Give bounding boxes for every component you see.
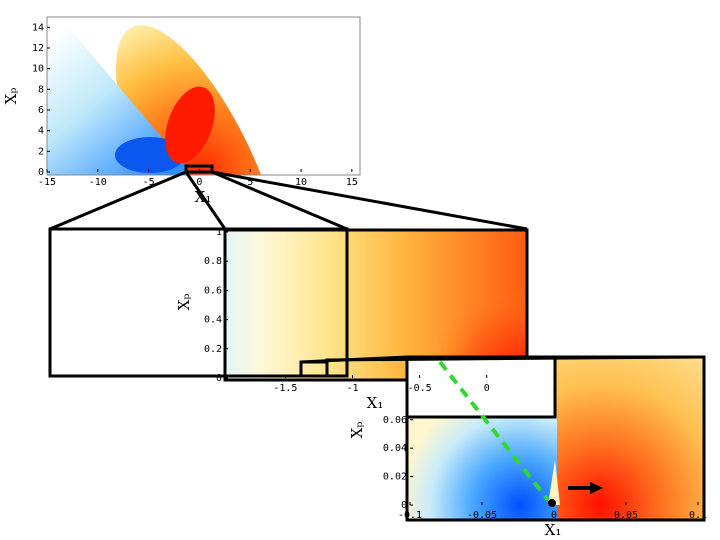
frame-top <box>46 16 361 176</box>
x-tick-label: -1 <box>346 383 358 394</box>
y-tick-label: 1 <box>216 227 222 238</box>
y-tick-label: 0.02 <box>383 472 407 483</box>
frame-middle <box>223 228 529 382</box>
field-middle <box>225 230 527 380</box>
y-tick-label: 14 <box>32 22 44 33</box>
x-tick-label: -15 <box>38 177 56 188</box>
y-axis-label: Xₚ <box>2 88 20 105</box>
x-tick-label: 0 <box>196 177 202 188</box>
x-tick-label: -0.05 <box>467 510 497 521</box>
y-tick-label: 10 <box>32 64 44 75</box>
field-bottom <box>407 357 704 520</box>
x-tick-label: 0.1 <box>689 510 707 521</box>
y-tick-label: 0.4 <box>204 315 222 326</box>
zoom-lines-bottom <box>300 355 706 522</box>
y-tick-label: 8 <box>38 84 44 95</box>
arrow-head <box>590 482 603 494</box>
dashed-line <box>438 360 550 502</box>
y-axis-label: Xₚ <box>175 294 193 311</box>
y-tick-label: 12 <box>32 43 44 54</box>
y-tick-label: 0.8 <box>204 256 222 267</box>
y-tick-label: 4 <box>38 126 44 137</box>
y-tick-label: 0.06 <box>383 415 407 426</box>
y-tick-label: 0 <box>401 500 407 511</box>
y-tick-label: 0.2 <box>204 344 222 355</box>
y-tick-label: 6 <box>38 105 44 116</box>
x-tick-label: 5 <box>247 177 253 188</box>
x-tick-label: -0.1 <box>398 510 422 521</box>
y-tick-label: 0 <box>216 373 222 384</box>
x-tick-label: -1.5 <box>273 383 297 394</box>
x-tick-label: 15 <box>346 177 358 188</box>
x-axis-label: X₁ <box>367 394 384 412</box>
y-tick-label: 0.04 <box>383 443 407 454</box>
x-tick-label: 0 <box>484 383 490 394</box>
x-tick-label: -0.5 <box>408 383 432 394</box>
x-tick-label: 0 <box>551 510 557 521</box>
x-tick-label: 10 <box>295 177 307 188</box>
y-tick-label: 0 <box>38 167 44 178</box>
x-axis-label: X₁ <box>545 521 562 539</box>
x-axis-label: X₁ <box>195 188 212 206</box>
y-tick-label: 0.6 <box>204 285 222 296</box>
zoom-lines <box>48 170 528 378</box>
y-axis-label: Xₚ <box>348 422 366 439</box>
y-tick-label: 2 <box>38 146 44 157</box>
x-tick-label: -5 <box>143 177 155 188</box>
origin-dot <box>548 499 556 507</box>
x-tick-label: -10 <box>89 177 107 188</box>
x-tick-label: 0.05 <box>614 510 638 521</box>
